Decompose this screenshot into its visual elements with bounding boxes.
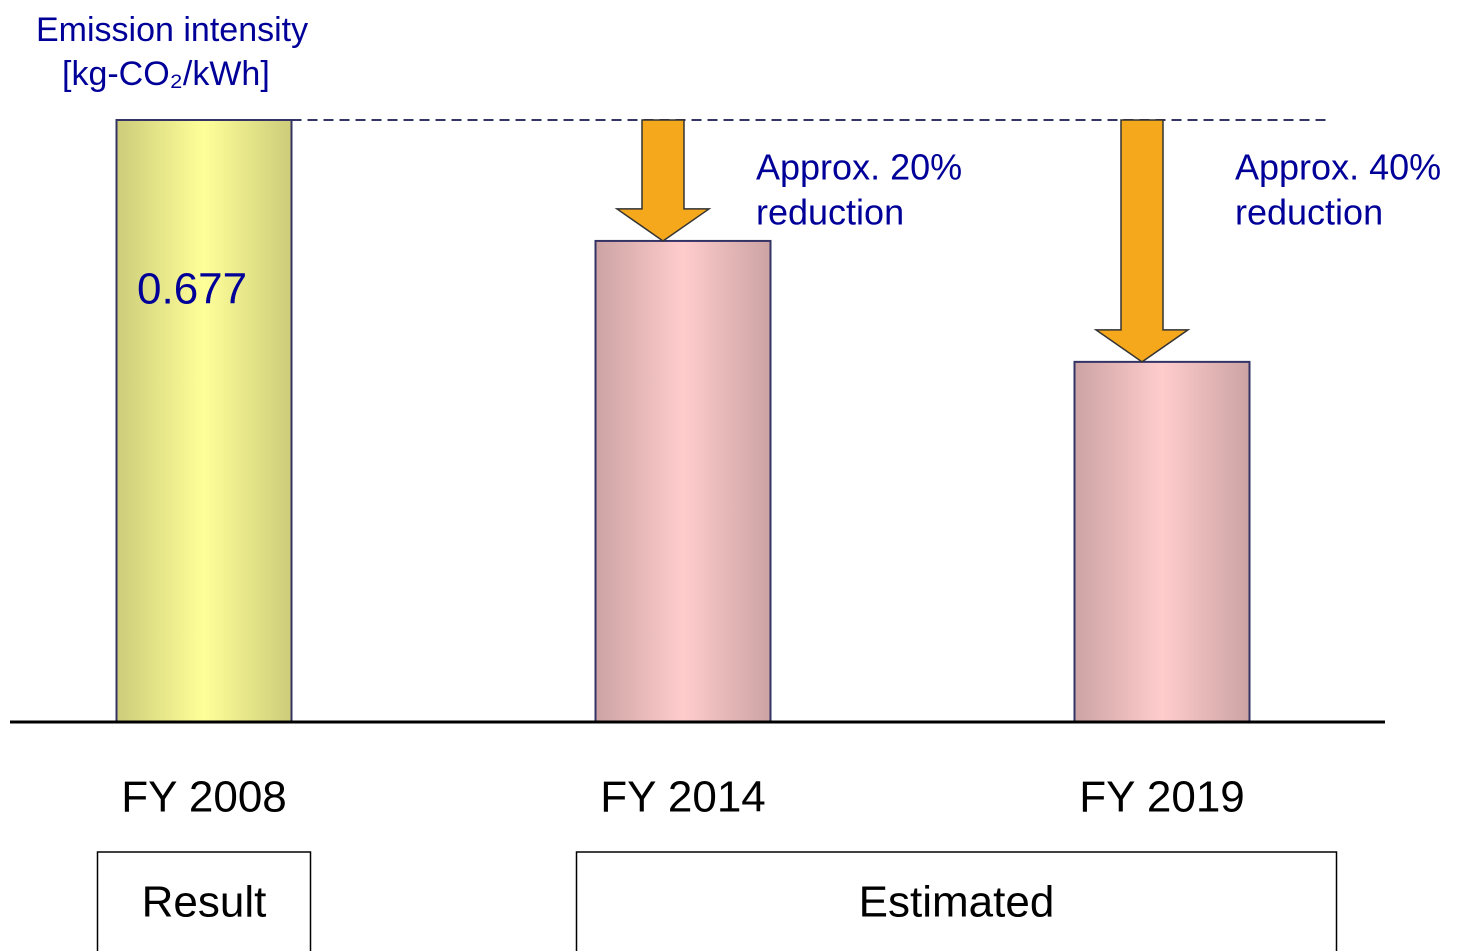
bar: [594, 239, 772, 723]
x-tick-label: FY 2019: [1079, 773, 1245, 822]
value-label: 0.677: [137, 265, 247, 314]
reduction-arrow: [1093, 119, 1191, 363]
group-box: [575, 851, 1338, 951]
reduction-arrow: [614, 119, 712, 242]
group-box: [96, 851, 312, 951]
group-label: Result: [142, 878, 267, 927]
chart-title: Emission intensity: [36, 11, 308, 49]
bar: [1073, 360, 1251, 723]
unit-label: [kg-CO₂/kWh]: [62, 55, 270, 93]
annotation: reduction: [1235, 192, 1383, 233]
group-label: Estimated: [859, 878, 1055, 927]
x-tick-label: FY 2014: [600, 773, 766, 822]
annotation: reduction: [756, 192, 904, 233]
annotation: Approx. 20%: [756, 147, 962, 188]
x-tick-label: FY 2008: [121, 773, 287, 822]
annotation: Approx. 40%: [1235, 147, 1441, 188]
bar: [115, 119, 293, 723]
